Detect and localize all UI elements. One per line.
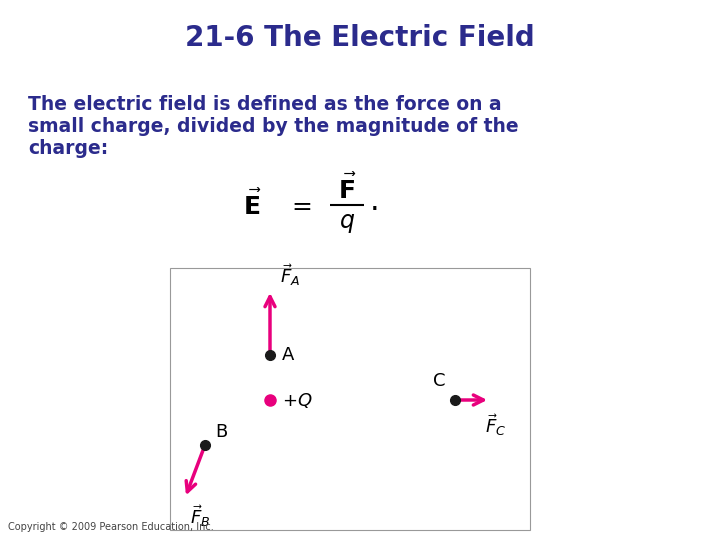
Text: small charge, divided by the magnitude of the: small charge, divided by the magnitude o… (28, 117, 518, 136)
Text: The electric field is defined as the force on a: The electric field is defined as the for… (28, 95, 502, 114)
Text: 21-6 The Electric Field: 21-6 The Electric Field (185, 24, 535, 52)
Text: $\vec{\mathbf{E}}$: $\vec{\mathbf{E}}$ (243, 190, 261, 220)
Text: $q$: $q$ (339, 211, 355, 235)
Bar (170, 268, 530, 530)
Text: $+Q$: $+Q$ (282, 390, 312, 409)
Text: Copyright © 2009 Pearson Education, Inc.: Copyright © 2009 Pearson Education, Inc. (8, 522, 214, 532)
Text: .: . (370, 186, 379, 215)
Text: $\vec{F}_B$: $\vec{F}_B$ (190, 503, 210, 529)
Text: $\vec{\mathbf{F}}$: $\vec{\mathbf{F}}$ (338, 174, 356, 204)
Text: B: B (215, 423, 228, 441)
Text: $=$: $=$ (287, 193, 312, 217)
Text: $\vec{F}_C$: $\vec{F}_C$ (485, 412, 506, 438)
Text: $\vec{F}_A$: $\vec{F}_A$ (280, 262, 300, 288)
Text: A: A (282, 346, 294, 364)
Text: charge:: charge: (28, 139, 108, 158)
Text: C: C (433, 372, 445, 390)
